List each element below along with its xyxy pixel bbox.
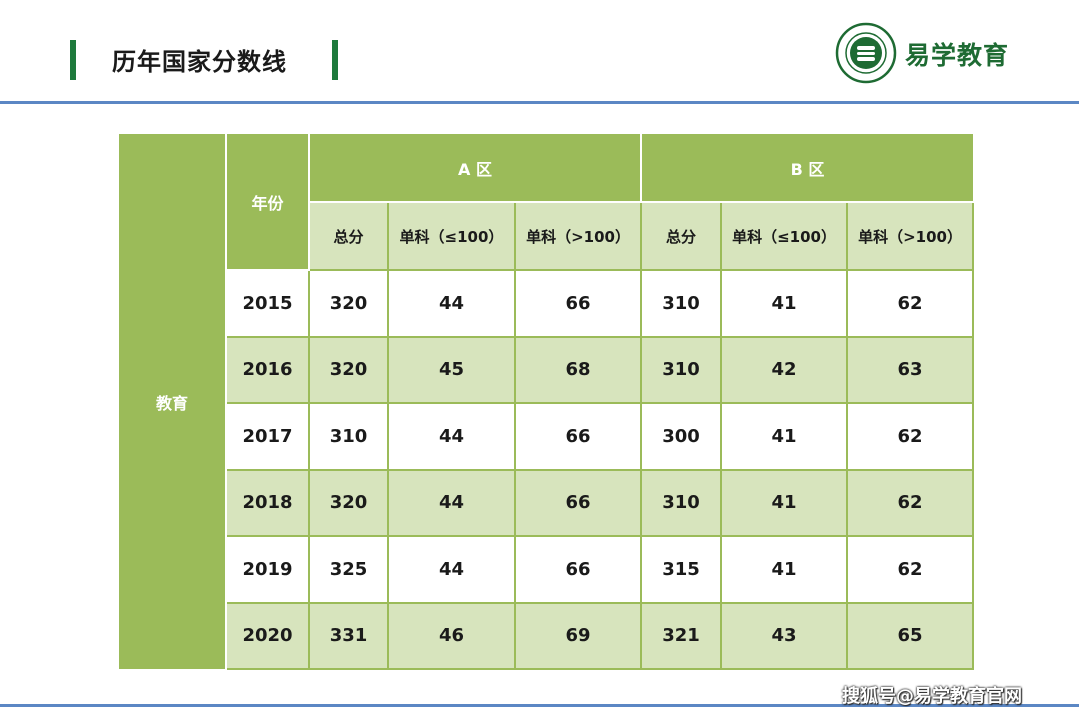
b-total-cell: 300 <box>640 402 723 471</box>
b-le100-cell: 41 <box>720 269 849 338</box>
a-gt100-cell: 66 <box>513 269 643 338</box>
a-le100-cell: 46 <box>387 601 516 670</box>
title-left-accent-bar <box>70 40 76 80</box>
footer-divider <box>0 704 1079 707</box>
table-row: 2019 325 44 66 315 41 62 <box>119 535 975 604</box>
col-header-a-single-gt100: 单科（>100） <box>513 201 643 271</box>
b-le100-cell: 41 <box>720 468 849 537</box>
brand-name: 易学教育 <box>905 41 1010 70</box>
year-cell: 2019 <box>225 535 310 604</box>
source-watermark: 搜狐号@易学教育官网 <box>842 686 1022 707</box>
year-cell: 2020 <box>225 601 310 670</box>
b-gt100-cell: 62 <box>846 535 975 604</box>
a-gt100-cell: 69 <box>513 601 643 670</box>
header-divider <box>0 101 1079 104</box>
year-cell: 2017 <box>225 402 310 471</box>
b-total-cell: 315 <box>640 535 723 604</box>
a-le100-cell: 44 <box>387 269 516 338</box>
col-header-b-single-le100: 单科（≤100） <box>720 201 849 271</box>
col-header-a-total: 总分 <box>308 201 389 271</box>
zone-a-header: A 区 <box>307 134 643 203</box>
year-cell: 2015 <box>225 269 310 338</box>
col-header-b-total: 总分 <box>640 201 723 271</box>
b-le100-cell: 41 <box>720 402 849 471</box>
a-gt100-cell: 68 <box>513 335 643 404</box>
table-row: 2017 310 44 66 300 41 62 <box>119 402 975 471</box>
score-table: 教育 年份 A 区 B 区 总分 单科（≤100） 单科（>100） 总分 单科… <box>119 134 975 670</box>
b-gt100-cell: 62 <box>846 468 975 537</box>
year-cell: 2018 <box>225 468 310 537</box>
zone-b-header: B 区 <box>640 134 974 203</box>
table-row: 2015 320 44 66 310 41 62 <box>119 269 975 338</box>
b-total-cell: 310 <box>640 468 723 537</box>
category-label: 教育 <box>119 134 227 669</box>
col-header-a-single-le100: 单科（≤100） <box>387 201 516 271</box>
b-gt100-cell: 62 <box>846 402 975 471</box>
b-gt100-cell: 65 <box>846 601 975 670</box>
a-total-cell: 320 <box>308 269 389 338</box>
table-row: 2016 320 45 68 310 42 63 <box>119 335 975 404</box>
slide-header: 历年国家分数线 易学教育 <box>0 0 1079 104</box>
year-header: 年份 <box>226 134 310 271</box>
a-gt100-cell: 66 <box>513 402 643 471</box>
page-title: 历年国家分数线 <box>112 48 287 76</box>
b-total-cell: 321 <box>640 601 723 670</box>
brand-logo-icon <box>835 22 897 84</box>
title-right-accent-bar <box>332 40 338 80</box>
a-le100-cell: 44 <box>387 402 516 471</box>
a-gt100-cell: 66 <box>513 535 643 604</box>
a-le100-cell: 44 <box>387 535 516 604</box>
b-le100-cell: 42 <box>720 335 849 404</box>
a-total-cell: 320 <box>308 335 389 404</box>
a-total-cell: 325 <box>308 535 389 604</box>
year-cell: 2016 <box>225 335 310 404</box>
a-total-cell: 320 <box>308 468 389 537</box>
score-table-container: 教育 年份 A 区 B 区 总分 单科（≤100） 单科（>100） 总分 单科… <box>119 134 975 670</box>
b-gt100-cell: 62 <box>846 269 975 338</box>
a-gt100-cell: 66 <box>513 468 643 537</box>
a-total-cell: 331 <box>308 601 389 670</box>
a-le100-cell: 45 <box>387 335 516 404</box>
b-total-cell: 310 <box>640 335 723 404</box>
b-le100-cell: 43 <box>720 601 849 670</box>
col-header-b-single-gt100: 单科（>100） <box>846 201 975 271</box>
table-row: 2018 320 44 66 310 41 62 <box>119 468 975 537</box>
b-gt100-cell: 63 <box>846 335 975 404</box>
a-le100-cell: 44 <box>387 468 516 537</box>
b-total-cell: 310 <box>640 269 723 338</box>
table-row: 2020 331 46 69 321 43 65 <box>119 601 975 670</box>
b-le100-cell: 41 <box>720 535 849 604</box>
a-total-cell: 310 <box>308 402 389 471</box>
